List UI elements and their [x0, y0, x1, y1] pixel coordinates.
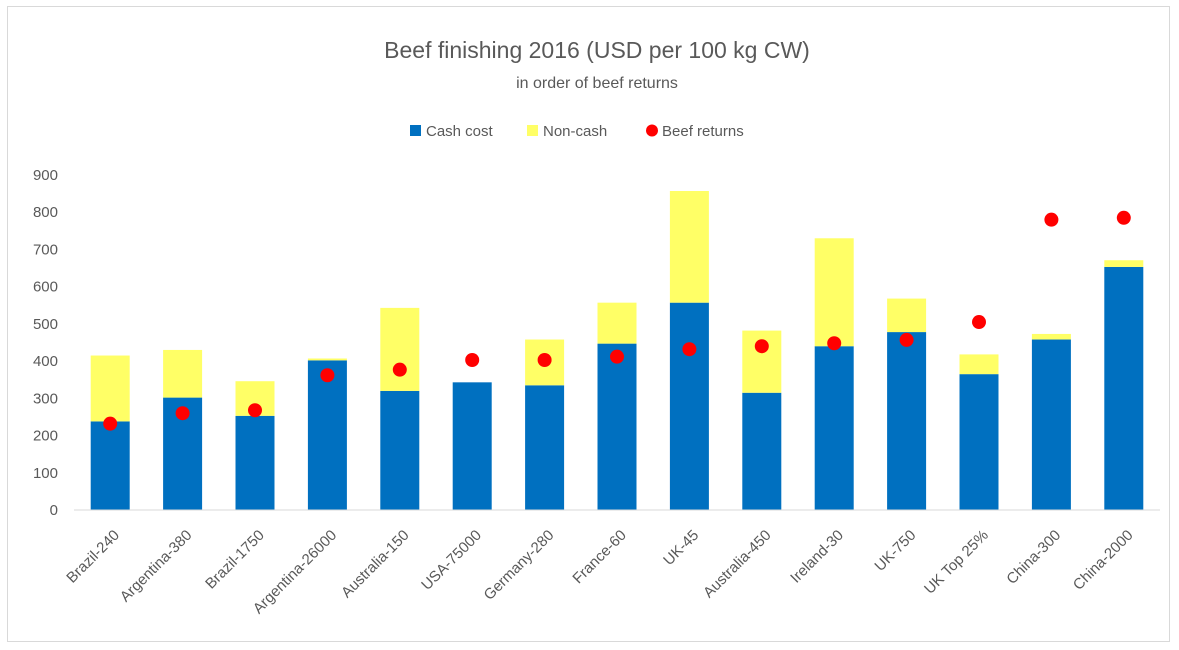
legend-swatch-cash-cost: [410, 125, 421, 136]
y-tick-label: 600: [33, 279, 58, 296]
point-beef-returns: [827, 336, 842, 351]
x-tick-label: Australia-450: [700, 527, 775, 602]
y-tick-label: 100: [33, 465, 58, 482]
bar-cash-cost: [1031, 339, 1071, 510]
x-tick-label: Argentina-380: [117, 527, 196, 606]
point-beef-returns: [392, 362, 407, 377]
bar-non-cash: [1104, 260, 1144, 267]
chart-frame: Beef finishing 2016 (USD per 100 kg CW) …: [7, 6, 1170, 642]
x-tick-label: Germany-280: [481, 527, 558, 604]
x-tick-label: Brazil-1750: [202, 527, 268, 593]
point-beef-returns: [899, 332, 914, 347]
point-beef-returns: [682, 342, 697, 357]
plot-area: 0 100 200 300 400 500 600 700 800 900 Brazil-240Ar…: [33, 167, 1160, 617]
bar-non-cash: [307, 358, 347, 361]
legend-swatch-non-cash: [527, 125, 538, 136]
x-tick-label: UK-750: [871, 527, 919, 575]
x-tick-label: France-60: [569, 527, 629, 587]
bar-non-cash: [887, 298, 927, 333]
x-tick-label: China-2000: [1070, 527, 1137, 594]
x-tick-label: Brazil-240: [63, 527, 123, 587]
legend-label-non-cash: Non-cash: [543, 123, 607, 140]
bar-non-cash: [959, 354, 999, 375]
bar-non-cash: [669, 191, 709, 303]
y-tick-label: 500: [33, 316, 58, 333]
y-tick-label: 700: [33, 241, 58, 258]
point-beef-returns: [754, 339, 769, 354]
bar-cash-cost: [235, 415, 275, 510]
y-tick-label: 300: [33, 390, 58, 407]
point-beef-returns: [972, 315, 986, 330]
x-tick-label: China-300: [1003, 527, 1064, 588]
chart-svg: Beef finishing 2016 (USD per 100 kg CW) …: [33, 37, 1160, 617]
bar-cash-cost: [669, 302, 709, 510]
bar-non-cash: [1031, 333, 1071, 340]
chart-title: Beef finishing 2016 (USD per 100 kg CW): [384, 37, 810, 63]
legend-swatch-beef-returns: [646, 124, 658, 137]
bar-non-cash: [814, 238, 854, 347]
bar-non-cash: [90, 355, 130, 422]
y-tick-label: 800: [33, 204, 58, 221]
point-beef-returns: [610, 349, 624, 364]
bar-non-cash: [163, 349, 203, 398]
x-tick-label: UK-45: [660, 527, 702, 569]
y-tick-label: 200: [33, 428, 58, 445]
bar-non-cash: [597, 302, 637, 344]
bar-non-cash: [380, 307, 420, 391]
y-tick-label: 400: [33, 353, 58, 370]
y-tick-label: 900: [33, 167, 58, 184]
y-tick-label: 0: [50, 502, 58, 519]
legend-label-cash-cost: Cash cost: [426, 123, 494, 140]
bar-cash-cost: [452, 382, 492, 510]
bar-cash-cost: [959, 374, 999, 510]
x-tick-label: USA-75000: [418, 527, 485, 594]
bar-cash-cost: [597, 343, 637, 510]
legend: Cash cost Non-cash Beef returns: [410, 123, 744, 140]
point-beef-returns: [1044, 212, 1059, 227]
point-beef-returns: [248, 403, 262, 418]
bar-cash-cost: [90, 421, 130, 510]
point-beef-returns: [537, 352, 552, 367]
point-beef-returns: [103, 416, 118, 431]
bar-cash-cost: [887, 332, 927, 510]
x-tick-label: Australia-150: [338, 527, 413, 602]
point-beef-returns: [465, 352, 480, 367]
legend-label-beef-returns: Beef returns: [662, 123, 744, 140]
bar-cash-cost: [380, 390, 420, 510]
point-beef-returns: [175, 406, 190, 421]
bar-cash-cost: [1104, 266, 1144, 510]
point-beef-returns: [320, 368, 335, 383]
chart-subtitle: in order of beef returns: [516, 75, 678, 92]
bar-cash-cost: [814, 346, 854, 510]
x-tick-label: UK Top 25%: [921, 527, 992, 598]
x-tick-label: Ireland-30: [787, 527, 847, 587]
bar-cash-cost: [307, 360, 347, 510]
bar-cash-cost: [525, 385, 565, 510]
bar-cash-cost: [742, 392, 782, 510]
point-beef-returns: [1116, 210, 1131, 225]
